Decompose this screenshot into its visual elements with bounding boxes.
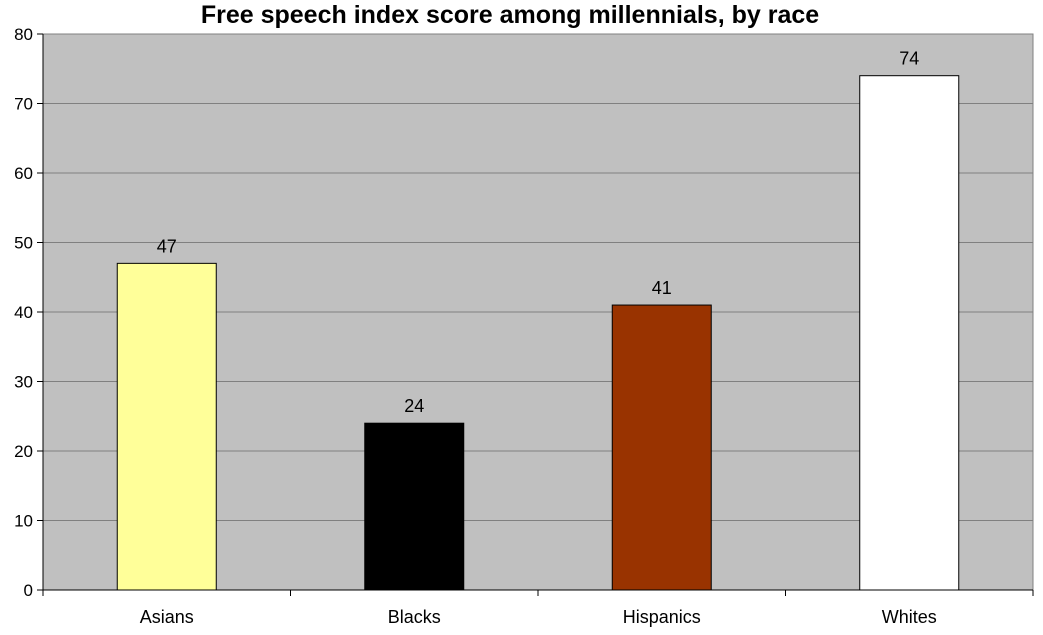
chart-title: Free speech index score among millennial… [201, 1, 819, 29]
data-label-blacks: 24 [404, 396, 424, 416]
bar-blacks [364, 422, 465, 591]
y-tick-label: 0 [24, 581, 33, 600]
y-tick-label: 80 [14, 25, 33, 44]
data-labels: 47 24 41 74 [157, 49, 920, 417]
data-label-asians: 47 [157, 236, 177, 256]
x-category-label-blacks: Blacks [388, 607, 441, 627]
x-axis-category-labels: Asians Blacks Hispanics Whites [140, 607, 937, 627]
bar-hispanics [611, 304, 712, 591]
y-tick-label: 60 [14, 164, 33, 183]
x-category-label-asians: Asians [140, 607, 194, 627]
y-tick-label: 20 [14, 442, 33, 461]
x-category-label-hispanics: Hispanics [623, 607, 701, 627]
axes [37, 33, 1034, 596]
y-tick-label: 40 [14, 303, 33, 322]
bar-asians [116, 262, 217, 591]
bars [116, 75, 960, 591]
y-tick-label: 30 [14, 373, 33, 392]
y-tick-label: 70 [14, 95, 33, 114]
y-tick-label: 50 [14, 234, 33, 253]
bar-whites [859, 75, 960, 591]
data-label-hispanics: 41 [652, 278, 672, 298]
y-axis-tick-labels: 0 10 20 30 40 50 60 70 80 [14, 25, 33, 600]
y-tick-label: 10 [14, 512, 33, 531]
x-category-label-whites: Whites [882, 607, 937, 627]
data-label-whites: 74 [899, 49, 919, 69]
